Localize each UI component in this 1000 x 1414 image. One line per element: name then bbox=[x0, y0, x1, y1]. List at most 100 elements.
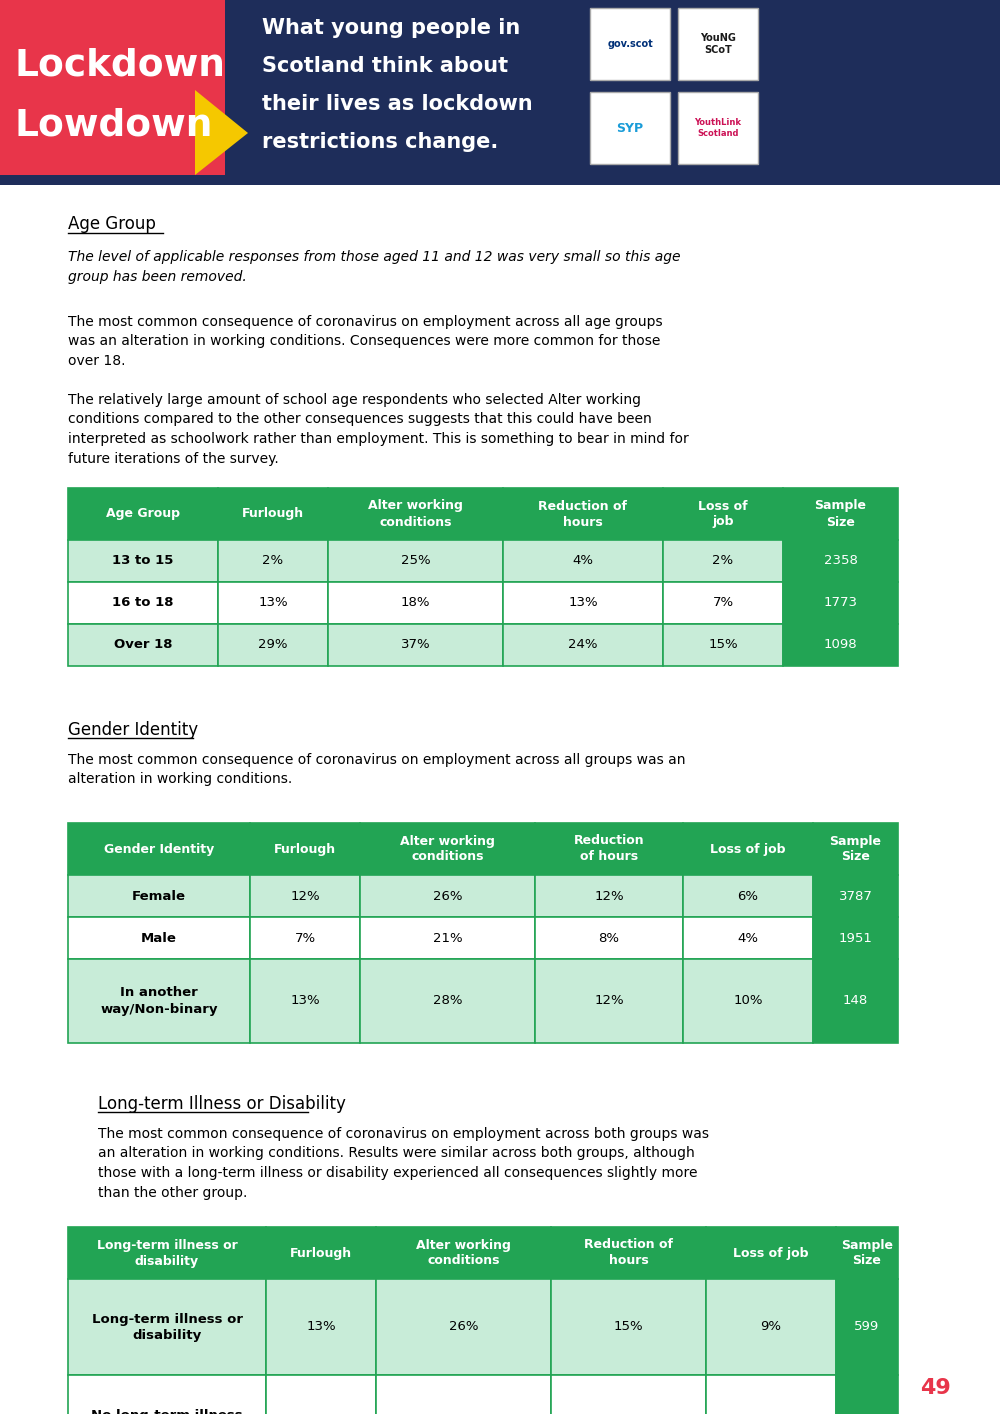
Bar bbox=[250, 875, 360, 918]
Bar bbox=[535, 823, 683, 875]
Text: Gender Identity: Gender Identity bbox=[68, 721, 198, 740]
Text: 2%: 2% bbox=[262, 554, 284, 567]
Bar bbox=[0, 0, 1000, 185]
Text: 28%: 28% bbox=[433, 994, 462, 1008]
Bar bbox=[218, 583, 328, 624]
Text: 1951: 1951 bbox=[839, 932, 872, 945]
Text: 49: 49 bbox=[920, 1379, 950, 1398]
Text: 12%: 12% bbox=[594, 889, 624, 902]
Bar bbox=[218, 624, 328, 666]
Bar bbox=[663, 540, 783, 583]
Bar bbox=[783, 488, 898, 540]
Text: In another
way/Non-binary: In another way/Non-binary bbox=[100, 987, 218, 1015]
Bar bbox=[706, 1374, 836, 1414]
Text: The most common consequence of coronavirus on employment across both groups was
: The most common consequence of coronavir… bbox=[98, 1127, 709, 1199]
Text: 10%: 10% bbox=[733, 994, 763, 1008]
Bar bbox=[551, 1227, 706, 1280]
Text: Sample
Size: Sample Size bbox=[814, 499, 866, 529]
Bar bbox=[266, 1227, 376, 1280]
Text: Sample
Size: Sample Size bbox=[841, 1239, 893, 1267]
Bar bbox=[663, 624, 783, 666]
Bar bbox=[250, 959, 360, 1044]
Text: 6%: 6% bbox=[738, 889, 759, 902]
Bar bbox=[503, 540, 663, 583]
Bar bbox=[706, 1280, 836, 1374]
Bar bbox=[683, 823, 813, 875]
Bar bbox=[376, 1280, 551, 1374]
Text: Female: Female bbox=[132, 889, 186, 902]
Text: Reduction of
hours: Reduction of hours bbox=[584, 1239, 673, 1267]
Text: 1773: 1773 bbox=[824, 597, 858, 609]
Bar bbox=[376, 1374, 551, 1414]
Text: 9%: 9% bbox=[761, 1321, 782, 1333]
Text: Lockdown: Lockdown bbox=[14, 48, 225, 83]
Bar bbox=[328, 624, 503, 666]
Bar bbox=[683, 959, 813, 1044]
Bar bbox=[503, 583, 663, 624]
Bar bbox=[266, 1280, 376, 1374]
Bar bbox=[328, 583, 503, 624]
Text: YouNG
SCoT: YouNG SCoT bbox=[700, 33, 736, 55]
Text: 24%: 24% bbox=[568, 639, 598, 652]
Bar bbox=[535, 918, 683, 959]
Bar bbox=[218, 540, 328, 583]
Text: Long-term illness or
disability: Long-term illness or disability bbox=[97, 1239, 237, 1267]
Bar bbox=[68, 823, 250, 875]
Bar bbox=[836, 1227, 898, 1280]
Bar bbox=[68, 488, 218, 540]
Text: 13%: 13% bbox=[258, 597, 288, 609]
Text: Reduction of
hours: Reduction of hours bbox=[538, 499, 628, 529]
Bar bbox=[68, 583, 218, 624]
Bar bbox=[813, 875, 898, 918]
Text: gov.scot: gov.scot bbox=[607, 40, 653, 49]
Bar bbox=[250, 823, 360, 875]
Text: Alter working
conditions: Alter working conditions bbox=[416, 1239, 511, 1267]
Text: 13%: 13% bbox=[568, 597, 598, 609]
Bar bbox=[68, 959, 250, 1044]
Polygon shape bbox=[195, 90, 248, 175]
Text: What young people in: What young people in bbox=[262, 18, 520, 38]
Bar bbox=[590, 92, 670, 164]
Text: Reduction
of hours: Reduction of hours bbox=[574, 834, 644, 864]
Bar bbox=[783, 540, 898, 583]
Text: Alter working
conditions: Alter working conditions bbox=[368, 499, 463, 529]
Text: 13%: 13% bbox=[306, 1321, 336, 1333]
Text: 26%: 26% bbox=[433, 889, 462, 902]
Text: restrictions change.: restrictions change. bbox=[262, 132, 498, 151]
Text: 148: 148 bbox=[843, 994, 868, 1008]
Text: 13%: 13% bbox=[290, 994, 320, 1008]
Text: Furlough: Furlough bbox=[290, 1247, 352, 1260]
Text: Gender Identity: Gender Identity bbox=[104, 843, 214, 855]
Text: Scotland think about: Scotland think about bbox=[262, 57, 508, 76]
Text: 15%: 15% bbox=[614, 1321, 643, 1333]
Text: Male: Male bbox=[141, 932, 177, 945]
Bar bbox=[535, 959, 683, 1044]
Bar bbox=[678, 8, 758, 81]
Text: 12%: 12% bbox=[594, 994, 624, 1008]
Bar bbox=[535, 875, 683, 918]
Bar bbox=[266, 1374, 376, 1414]
Text: Lowdown: Lowdown bbox=[14, 107, 212, 144]
Text: 8%: 8% bbox=[598, 932, 620, 945]
Bar bbox=[836, 1374, 898, 1414]
Bar bbox=[836, 1280, 898, 1374]
Text: 15%: 15% bbox=[708, 639, 738, 652]
Bar bbox=[376, 1227, 551, 1280]
Bar bbox=[683, 918, 813, 959]
Bar bbox=[813, 959, 898, 1044]
Bar bbox=[813, 918, 898, 959]
Text: 21%: 21% bbox=[433, 932, 462, 945]
Text: 599: 599 bbox=[854, 1321, 880, 1333]
Bar bbox=[360, 918, 535, 959]
Text: YouthLink
Scotland: YouthLink Scotland bbox=[694, 119, 742, 137]
Text: 4%: 4% bbox=[572, 554, 594, 567]
Text: 2358: 2358 bbox=[824, 554, 857, 567]
Bar bbox=[360, 959, 535, 1044]
Bar bbox=[678, 92, 758, 164]
Text: SYP: SYP bbox=[616, 122, 644, 134]
Text: Over 18: Over 18 bbox=[114, 639, 172, 652]
Bar bbox=[250, 918, 360, 959]
Bar bbox=[503, 488, 663, 540]
Bar bbox=[218, 488, 328, 540]
Text: 12%: 12% bbox=[290, 889, 320, 902]
